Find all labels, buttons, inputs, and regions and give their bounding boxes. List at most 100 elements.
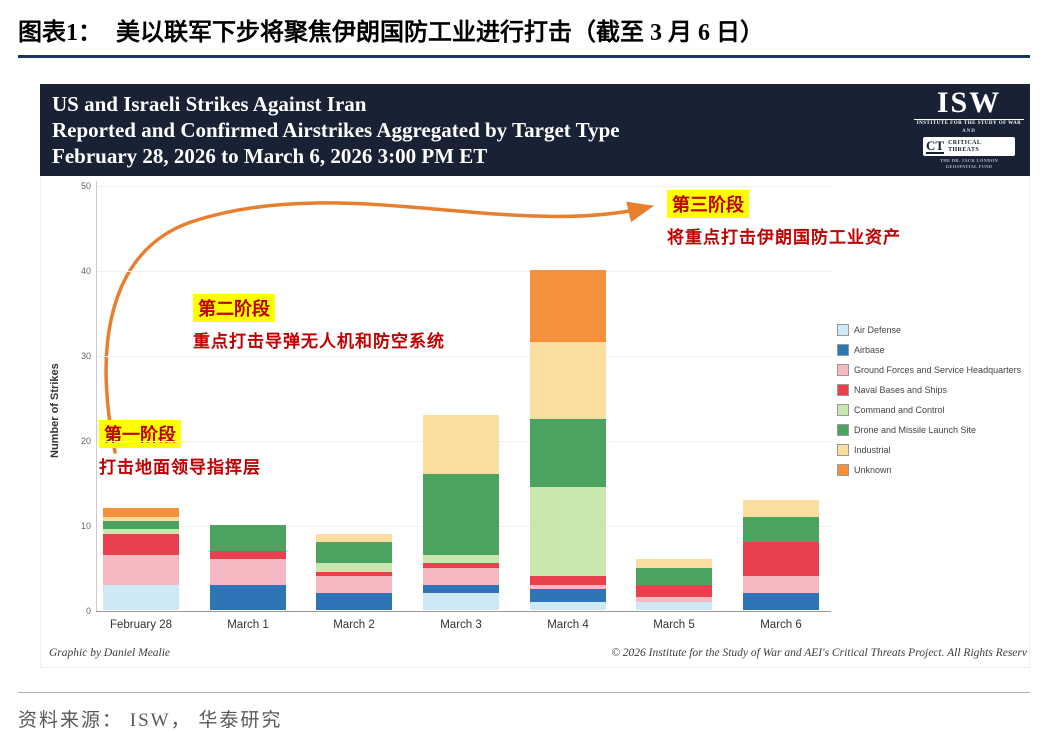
legend-item: Command and Control bbox=[837, 404, 1021, 416]
bar-segment bbox=[103, 529, 179, 534]
gridline bbox=[97, 186, 831, 187]
source-line: 资料来源： ISW， 华泰研究 bbox=[18, 710, 283, 731]
bar-march-4 bbox=[530, 270, 606, 610]
legend-label: Airbase bbox=[854, 345, 885, 355]
bar-segment bbox=[316, 533, 392, 542]
annotation-phase2: 第二阶段 重点打击导弹无人机和防空系统 bbox=[193, 294, 445, 352]
y-tick-label: 50 bbox=[80, 181, 91, 191]
bar-segment bbox=[530, 418, 606, 487]
legend-item: Ground Forces and Service Headquarters bbox=[837, 364, 1021, 376]
chart-credit: Graphic by Daniel Mealie bbox=[49, 647, 171, 659]
legend-item: Unknown bbox=[837, 464, 1021, 476]
bar-segment bbox=[423, 554, 499, 564]
bar-march-6 bbox=[743, 499, 819, 610]
bar-segment bbox=[636, 584, 712, 598]
legend-label: Unknown bbox=[854, 465, 892, 475]
isw-logo-subtext: INSTITUTE FOR THE STUDY OF WAR bbox=[914, 119, 1024, 127]
bar-segment bbox=[103, 584, 179, 610]
annotation-phase1: 第一阶段 打击地面领导指挥层 bbox=[99, 420, 261, 478]
phase3-text: 将重点打击伊朗国防工业资产 bbox=[667, 228, 901, 247]
y-axis-line bbox=[96, 181, 97, 611]
header-logos: ISW INSTITUTE FOR THE STUDY OF WAR AND C… bbox=[914, 88, 1024, 170]
legend-label: Command and Control bbox=[854, 405, 945, 415]
figure-label: 图表1： bbox=[18, 20, 102, 46]
bar-march-2 bbox=[316, 533, 392, 610]
legend-swatch bbox=[837, 464, 849, 476]
chart-plot-area: Number of Strikes Air Defense Airbase Grou… bbox=[40, 176, 1030, 668]
bar-march-5 bbox=[636, 559, 712, 610]
phase1-text: 打击地面领导指挥层 bbox=[99, 458, 261, 477]
y-tick-label: 30 bbox=[80, 351, 91, 361]
bar-segment bbox=[743, 542, 819, 576]
bar-segment bbox=[316, 563, 392, 572]
x-tick-label: March 6 bbox=[760, 619, 802, 631]
bar-segment bbox=[423, 567, 499, 585]
legend-swatch bbox=[837, 384, 849, 396]
bar-segment bbox=[103, 516, 179, 521]
bar-segment bbox=[530, 601, 606, 610]
bar-segment bbox=[210, 550, 286, 559]
bar-segment bbox=[103, 533, 179, 555]
figure-title: 美以联军下步将聚焦伊朗国防工业进行打击（截至 3 月 6 日） bbox=[116, 20, 764, 46]
ct-label: CRITICAL THREATS bbox=[948, 140, 981, 153]
legend-swatch bbox=[837, 344, 849, 356]
bar-segment bbox=[743, 576, 819, 593]
bar-segment bbox=[210, 525, 286, 551]
y-tick-label: 20 bbox=[80, 436, 91, 446]
annotation-phase3: 第三阶段 将重点打击伊朗国防工业资产 bbox=[667, 190, 901, 248]
bar-segment bbox=[743, 499, 819, 517]
bar-segment bbox=[743, 516, 819, 542]
bar-segment bbox=[423, 593, 499, 610]
bar-segment bbox=[423, 563, 499, 568]
bar-segment bbox=[530, 576, 606, 585]
ct-sub-line1: THE DR. JACK LONDON bbox=[939, 158, 999, 164]
bar-segment bbox=[530, 584, 606, 589]
legend-swatch bbox=[837, 444, 849, 456]
bar-segment bbox=[316, 571, 392, 576]
title-underline bbox=[18, 55, 1030, 58]
and-text: AND bbox=[962, 129, 976, 135]
legend-swatch bbox=[837, 424, 849, 436]
bar-segment bbox=[316, 593, 392, 610]
chart-copyright: © 2026 Institute for the Study of War an… bbox=[611, 647, 1027, 659]
bar-segment bbox=[103, 508, 179, 517]
legend-item: Naval Bases and Ships bbox=[837, 384, 1021, 396]
chart-title-line1: US and Israeli Strikes Against Iran bbox=[52, 92, 367, 116]
legend-label: Industrial bbox=[854, 445, 891, 455]
bar-march-3 bbox=[423, 414, 499, 610]
legend-swatch bbox=[837, 324, 849, 336]
bar-march-1 bbox=[210, 525, 286, 610]
bar-segment bbox=[636, 601, 712, 610]
legend-item: Industrial bbox=[837, 444, 1021, 456]
bar-segment bbox=[210, 584, 286, 610]
legend-label: Air Defense bbox=[854, 325, 902, 335]
geospatial-fund-credit: THE DR. JACK LONDON GEOSPATIAL FUND bbox=[914, 158, 1024, 170]
bar-segment bbox=[316, 576, 392, 593]
phase2-tag: 第二阶段 bbox=[193, 294, 275, 322]
bar-segment bbox=[530, 270, 606, 343]
figure-header: 图表1： 美以联军下步将聚焦伊朗国防工业进行打击（截至 3 月 6 日） bbox=[0, 0, 1048, 47]
gridline bbox=[97, 271, 831, 272]
bar-segment bbox=[530, 342, 606, 419]
source-divider bbox=[18, 692, 1030, 693]
legend-swatch bbox=[837, 404, 849, 416]
y-axis-title: Number of Strikes bbox=[49, 363, 61, 459]
legend-item: Air Defense bbox=[837, 324, 1021, 336]
ct-label-line1: CRITICAL bbox=[948, 140, 982, 147]
chart-title-line3: February 28, 2026 to March 6, 2026 3:00 … bbox=[52, 144, 488, 169]
y-tick-label: 40 bbox=[80, 266, 91, 276]
legend-swatch bbox=[837, 364, 849, 376]
bar-segment bbox=[316, 542, 392, 564]
phase2-text: 重点打击导弹无人机和防空系统 bbox=[193, 332, 445, 351]
bar-segment bbox=[636, 597, 712, 602]
critical-threats-logo: CT CRITICAL THREATS bbox=[923, 137, 1015, 157]
bar-segment bbox=[423, 584, 499, 593]
x-tick-label: March 1 bbox=[227, 619, 269, 631]
isw-logo: ISW bbox=[936, 86, 1002, 119]
chart-title-line2: Reported and Confirmed Airstrikes Aggreg… bbox=[52, 118, 620, 143]
y-tick-label: 0 bbox=[85, 606, 91, 616]
bar-segment bbox=[743, 593, 819, 610]
gridline bbox=[97, 356, 831, 357]
ct-sub-line2: GEOSPATIAL FUND bbox=[945, 164, 993, 170]
